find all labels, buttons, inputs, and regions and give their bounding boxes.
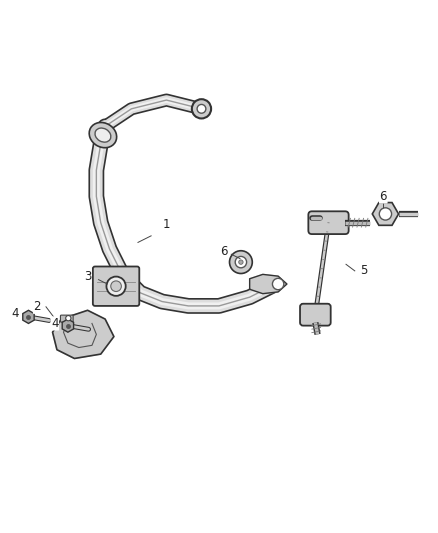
Polygon shape [250,274,287,294]
FancyBboxPatch shape [60,315,73,322]
Text: 1: 1 [162,219,170,231]
Text: 4: 4 [11,308,19,320]
Circle shape [272,278,284,290]
Circle shape [66,316,71,321]
Text: 6: 6 [379,190,387,203]
Circle shape [197,104,206,113]
Text: 4: 4 [51,317,59,330]
Ellipse shape [89,123,117,148]
Text: 2: 2 [33,300,41,313]
Text: 6: 6 [219,245,227,257]
Circle shape [239,260,243,264]
FancyBboxPatch shape [308,211,349,234]
FancyBboxPatch shape [93,266,139,306]
FancyBboxPatch shape [300,304,331,326]
Polygon shape [53,310,114,359]
Circle shape [106,277,126,296]
Circle shape [379,208,392,220]
Text: 5: 5 [360,264,367,277]
Circle shape [235,256,247,268]
Text: 3: 3 [84,270,91,282]
Circle shape [230,251,252,273]
Ellipse shape [95,128,111,142]
Circle shape [111,281,121,292]
Circle shape [192,99,211,118]
